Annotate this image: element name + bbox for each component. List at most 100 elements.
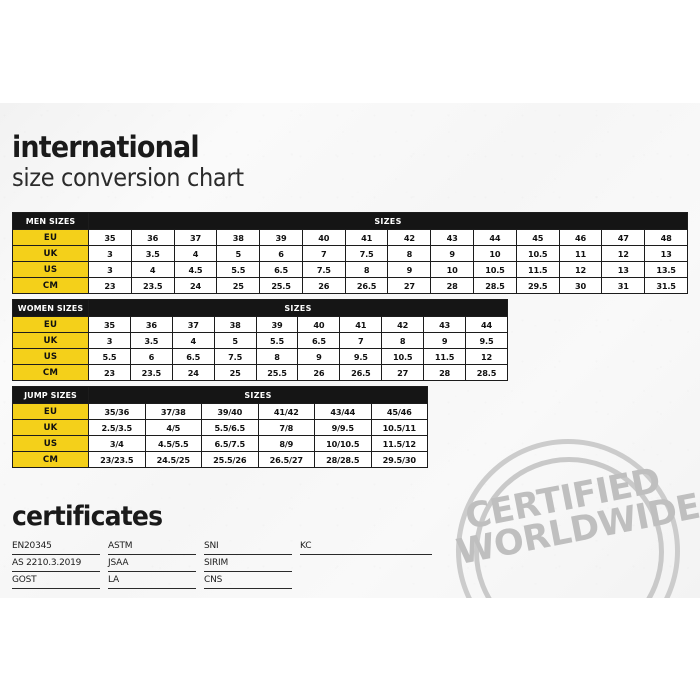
cell: 6.5 — [171, 348, 215, 365]
row-label-jump-us: US — [12, 435, 89, 452]
certificates-heading: certificates — [12, 501, 163, 532]
certificate-item: SIRIM — [204, 557, 292, 572]
cell: 41 — [344, 229, 389, 246]
certificate-cell: KC — [300, 540, 440, 557]
certificate-cell: SNI — [204, 540, 300, 557]
cell: 7.5 — [344, 245, 389, 262]
cell: 27 — [387, 277, 432, 294]
cell: 45 — [515, 229, 560, 246]
cell: 9.5 — [465, 332, 508, 349]
cell: 23.5 — [130, 277, 175, 294]
table-row: EU 35 36 37 38 39 40 41 42 43 44 45 46 47 48 — [12, 229, 688, 246]
certificate-cell: LA — [108, 574, 204, 591]
table-row: EU 35/36 37/38 39/40 41/42 43/44 45/46 — [12, 403, 428, 420]
cell: 7 — [301, 245, 346, 262]
cell: 4 — [173, 245, 218, 262]
cell: 36 — [130, 229, 175, 246]
title-line-international: international — [12, 130, 200, 164]
certificate-cell: JSAA — [108, 557, 204, 574]
cell: 43/44 — [314, 403, 372, 420]
cell: 9 — [297, 348, 341, 365]
table-row: UK 3 3.5 4 5 6 7 7.5 8 9 10 10.5 11 12 13 — [12, 245, 688, 262]
men-sizes-table: MEN SIZES SIZES EU 35 36 37 38 39 40 41 42 43 44 45 46… — [12, 212, 688, 294]
cell: 10.5 — [381, 348, 425, 365]
cell: 5.5 — [255, 332, 299, 349]
table-row: CM 23 23.5 24 25 25.5 26 26.5 27 28 28.5 — [12, 364, 508, 381]
cell: 3 — [88, 261, 132, 278]
cell: 28 — [430, 277, 475, 294]
cell: 42 — [387, 229, 432, 246]
cell: 9.5 — [339, 348, 383, 365]
certificate-item: JSAA — [108, 557, 196, 572]
cell: 8 — [387, 245, 432, 262]
cell: 26.5 — [344, 277, 389, 294]
certificate-item: AS 2210.3.2019 — [12, 557, 100, 572]
row-label-jump-eu: EU — [12, 403, 89, 420]
cell: 42 — [381, 316, 425, 333]
cell: 45/46 — [370, 403, 428, 420]
cell: 24.5/25 — [144, 451, 202, 468]
cell: 26 — [301, 277, 346, 294]
category-header-women: WOMEN SIZES — [12, 299, 89, 317]
cell: 35/36 — [88, 403, 146, 420]
cell: 3.5 — [130, 245, 175, 262]
cell: 35 — [88, 229, 132, 246]
cell: 4 — [130, 261, 175, 278]
row-label-men-cm: CM — [12, 277, 89, 294]
cell: 5.5 — [88, 348, 131, 365]
table-row: US 3/4 4.5/5.5 6.5/7.5 8/9 10/10.5 11.5/12 — [12, 435, 428, 452]
certificate-cell: AS 2210.3.2019 — [12, 557, 108, 574]
table-row: CM 23/23.5 24.5/25 25.5/26 26.5/27 28/28.5 29.… — [12, 451, 428, 468]
cell: 38 — [216, 229, 261, 246]
cell: 4.5/5.5 — [144, 435, 202, 452]
certificate-cell: GOST — [12, 574, 108, 591]
cell: 24 — [173, 277, 218, 294]
table-row: US 3 4 4.5 5.5 6.5 7.5 8 9 10 10.5 11.5 12 13 13.5 — [12, 261, 688, 278]
cell: 7 — [339, 332, 383, 349]
cell: 10.5/11 — [370, 419, 428, 436]
cell: 28/28.5 — [314, 451, 372, 468]
cell: 25.5/26 — [201, 451, 259, 468]
cell: 27 — [381, 364, 425, 381]
cell: 43 — [430, 229, 475, 246]
certificate-cell — [300, 574, 440, 591]
cell: 7.5 — [301, 261, 346, 278]
cell: 23 — [88, 277, 132, 294]
table-header-row: MEN SIZES SIZES — [12, 212, 688, 230]
cell: 12 — [601, 245, 646, 262]
cell: 3/4 — [88, 435, 146, 452]
cell: 9 — [387, 261, 432, 278]
certificates-list: EN20345 ASTM SNI KC AS 2210.3.2019 JSAA SIRIM G… — [12, 540, 552, 591]
cell: 12 — [465, 348, 508, 365]
cell: 13 — [644, 245, 688, 262]
cell: 23 — [88, 364, 131, 381]
cell: 40 — [301, 229, 346, 246]
cell: 5 — [213, 332, 257, 349]
cell: 10.5 — [473, 261, 517, 278]
cell: 10 — [473, 245, 517, 262]
sizes-header-jump: SIZES — [88, 386, 428, 404]
row-label-women-us: US — [12, 348, 89, 365]
cell: 3 — [88, 245, 132, 262]
cell: 10/10.5 — [314, 435, 372, 452]
cell: 10.5 — [515, 245, 560, 262]
cell: 26.5/27 — [257, 451, 315, 468]
row-label-men-eu: EU — [12, 229, 89, 246]
cell: 7/8 — [257, 419, 315, 436]
certificate-cell — [300, 557, 440, 574]
certificate-cell: SIRIM — [204, 557, 300, 574]
cell: 25 — [216, 277, 261, 294]
cell: 3 — [88, 332, 131, 349]
certificate-item — [300, 557, 432, 558]
cell: 46 — [558, 229, 603, 246]
cell: 11.5/12 — [370, 435, 428, 452]
cell: 23/23.5 — [88, 451, 146, 468]
cell: 13.5 — [644, 261, 688, 278]
cell: 12 — [558, 261, 603, 278]
cell: 28.5 — [473, 277, 517, 294]
cell: 4 — [171, 332, 215, 349]
cell: 6.5 — [259, 261, 303, 278]
category-header-men: MEN SIZES — [12, 212, 89, 230]
certificate-item: LA — [108, 574, 196, 589]
